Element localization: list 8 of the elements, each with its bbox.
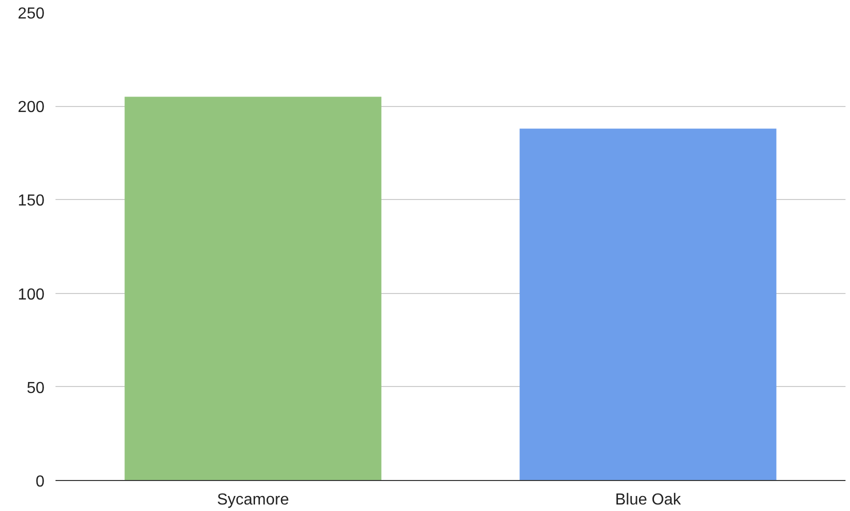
y-tick-label: 0 [36, 474, 45, 490]
x-tick-label: Sycamore [216, 492, 290, 508]
y-tick-label: 50 [26, 380, 45, 397]
y-tick-label: 150 [18, 192, 45, 210]
y-tick-label: 200 [18, 99, 45, 116]
x-tick-label: Blue Oak [615, 492, 682, 508]
y-tick-label: 250 [18, 6, 45, 22]
y-tick-label: 100 [18, 286, 45, 304]
